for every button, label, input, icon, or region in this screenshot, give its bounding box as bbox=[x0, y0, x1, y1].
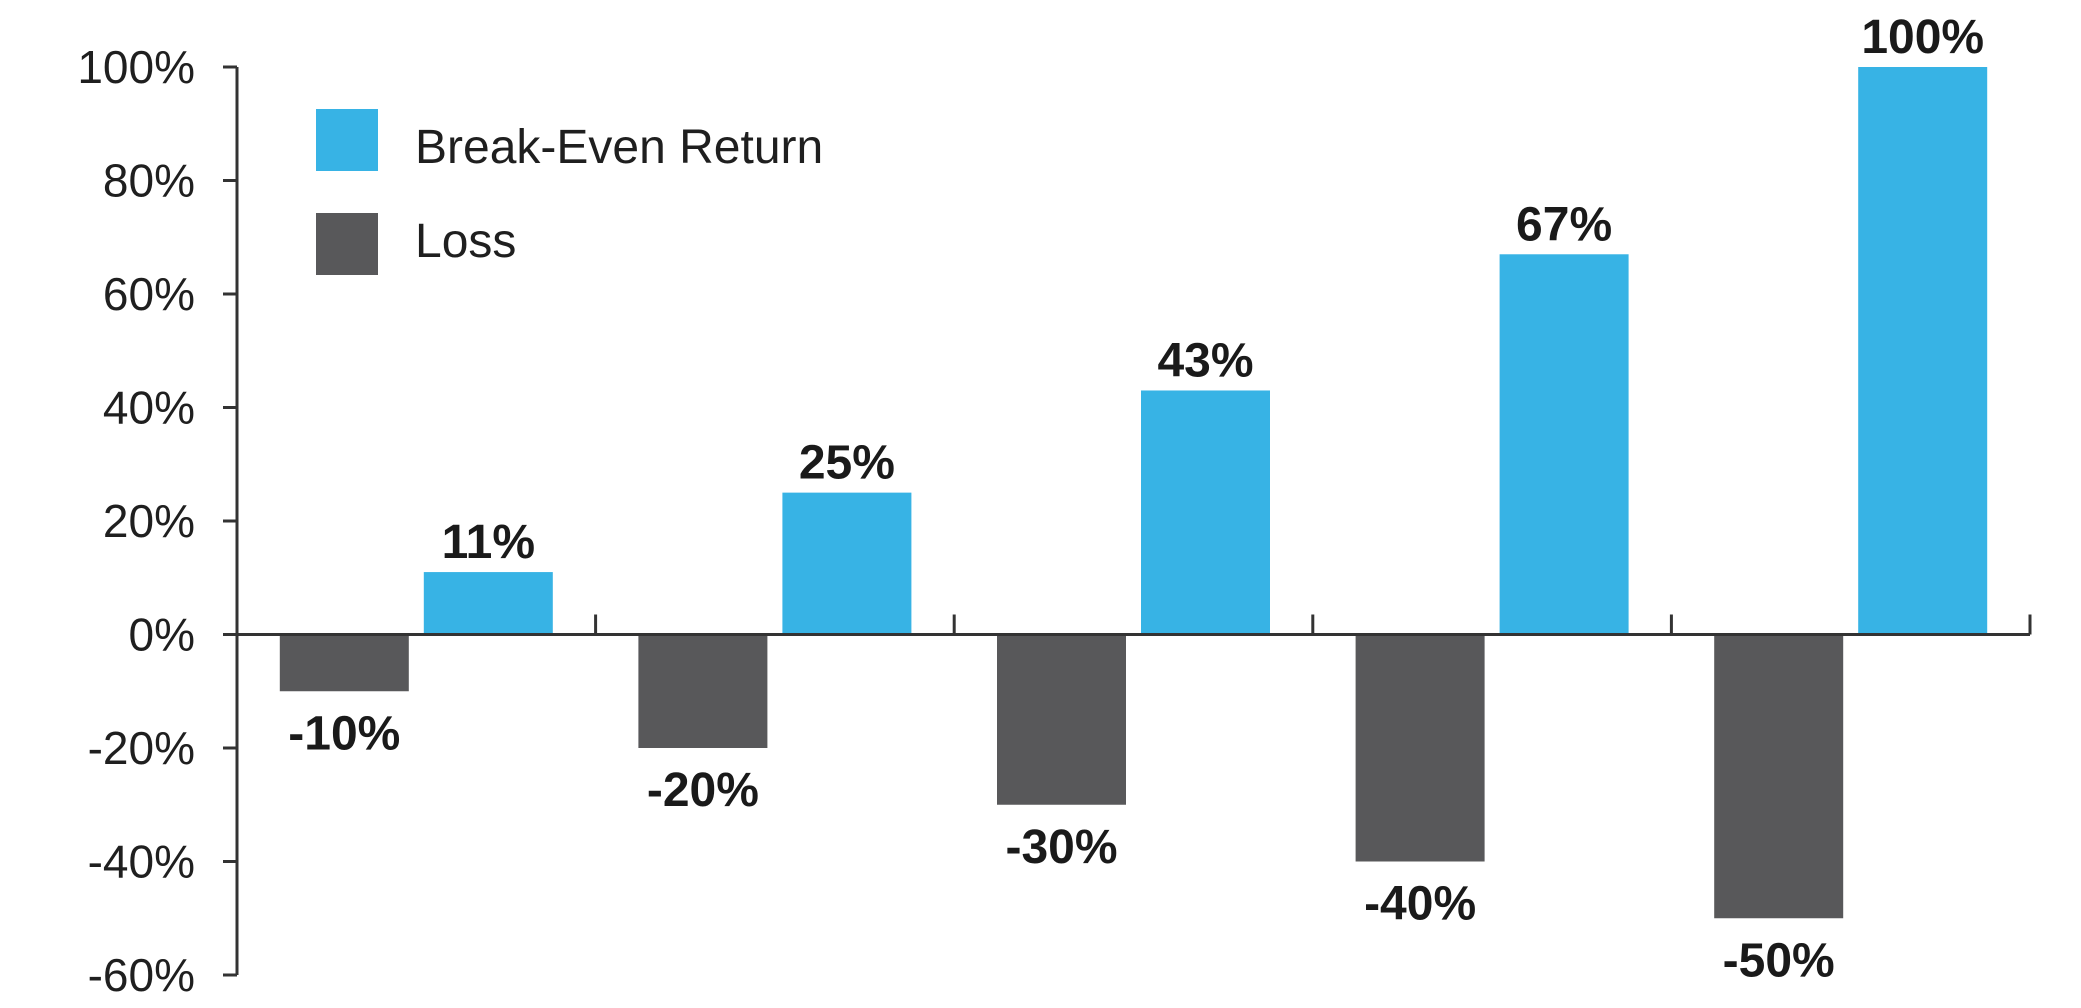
data-label-loss: -10% bbox=[288, 707, 400, 760]
bar-loss bbox=[279, 634, 409, 692]
bar-loss bbox=[1714, 634, 1844, 919]
bar-break-even-return bbox=[1499, 254, 1629, 635]
bar-break-even-return bbox=[423, 572, 553, 635]
data-label-loss: -40% bbox=[1364, 878, 1476, 931]
data-labels: -10% 11% -20% 25% -30% 43% -40% 67% -50% 100% bbox=[288, 11, 1984, 987]
y-axis-ticks: 100% 80% 60% 40% 20% 0% -20% -40% -60% bbox=[77, 41, 237, 1001]
bar-break-even-return bbox=[782, 492, 912, 635]
data-label-break-even-return: 100% bbox=[1861, 11, 1984, 64]
y-tick-label: 20% bbox=[103, 495, 195, 547]
y-tick-label: -60% bbox=[88, 949, 195, 1001]
y-tick-label: 0% bbox=[129, 609, 195, 661]
legend-label-break-even: Break-Even Return bbox=[415, 121, 823, 174]
data-label-loss: -20% bbox=[647, 764, 759, 817]
legend-swatch-loss bbox=[316, 213, 378, 275]
legend-swatch-break-even bbox=[316, 109, 378, 171]
data-label-break-even-return: 43% bbox=[1157, 334, 1253, 387]
data-label-break-even-return: 25% bbox=[799, 437, 895, 490]
bar-break-even-return bbox=[1858, 67, 1988, 635]
data-label-break-even-return: 67% bbox=[1516, 198, 1612, 251]
y-tick-label: 40% bbox=[103, 382, 195, 434]
y-tick-label: 100% bbox=[77, 41, 195, 93]
y-tick-label: -20% bbox=[88, 722, 195, 774]
legend: Break-Even Return Loss bbox=[316, 109, 823, 275]
bar-loss bbox=[1355, 634, 1485, 862]
bar-loss bbox=[638, 634, 768, 748]
data-label-loss: -50% bbox=[1723, 934, 1835, 987]
x-axis-ticks bbox=[594, 614, 2032, 635]
data-label-break-even-return: 11% bbox=[442, 516, 535, 569]
legend-label-loss: Loss bbox=[415, 215, 516, 268]
data-label-loss: -30% bbox=[1005, 821, 1117, 874]
y-tick-label: 60% bbox=[103, 268, 195, 320]
bars bbox=[279, 67, 1988, 919]
bar-loss bbox=[997, 634, 1126, 805]
y-tick-label: -40% bbox=[88, 836, 195, 888]
y-tick-label: 80% bbox=[103, 155, 195, 207]
bar-break-even-return bbox=[1141, 390, 1270, 635]
